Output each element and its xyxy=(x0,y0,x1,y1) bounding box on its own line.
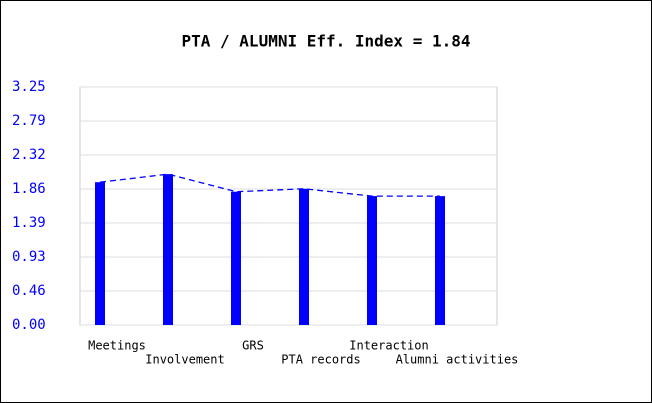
y-tick-label: 2.32 xyxy=(12,147,46,163)
bar xyxy=(163,174,173,325)
x-tick-label: Alumni activities xyxy=(396,353,519,367)
x-tick-label: Involvement xyxy=(145,353,224,367)
y-tick-label: 0.46 xyxy=(12,283,46,299)
x-tick-label: Meetings xyxy=(88,339,146,353)
y-tick-label: 0.00 xyxy=(12,317,46,333)
bar xyxy=(231,191,241,325)
x-tick-label: GRS xyxy=(242,339,264,353)
trend-line xyxy=(99,173,440,197)
chart-title: PTA / ALUMNI Eff. Index = 1.84 xyxy=(182,32,471,51)
bar xyxy=(95,182,105,325)
y-tick-label: 3.25 xyxy=(12,79,46,95)
y-tick-label: 0.93 xyxy=(12,249,46,265)
x-tick-label: PTA records xyxy=(281,353,360,367)
y-tick-label: 1.39 xyxy=(12,215,46,231)
x-tick-label: Interaction xyxy=(349,339,428,353)
bar xyxy=(299,188,309,325)
y-tick-label: 1.86 xyxy=(12,181,46,197)
bar xyxy=(435,196,445,325)
y-tick-label: 2.79 xyxy=(12,113,46,129)
bar xyxy=(367,196,377,325)
